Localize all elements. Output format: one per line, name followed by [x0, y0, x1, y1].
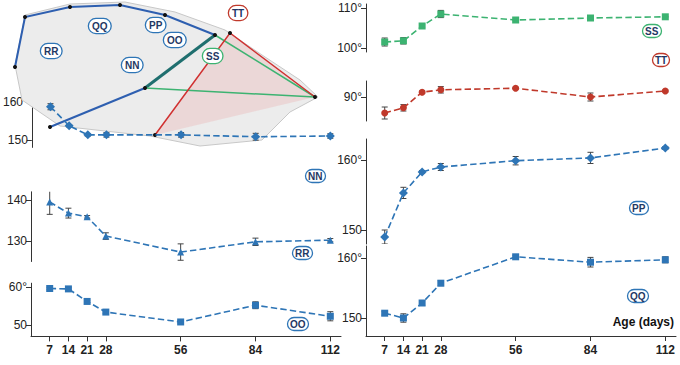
svg-text:150: 150 — [342, 311, 362, 325]
svg-text:112: 112 — [656, 343, 676, 357]
svg-text:RR: RR — [44, 46, 59, 57]
svg-text:21: 21 — [80, 343, 94, 357]
svg-text:160°: 160° — [337, 251, 362, 265]
svg-text:150: 150 — [342, 223, 362, 237]
svg-text:7: 7 — [46, 343, 53, 357]
svg-text:14: 14 — [397, 343, 411, 357]
svg-text:160°: 160° — [337, 153, 362, 167]
svg-text:NN: NN — [125, 60, 139, 71]
svg-text:TT: TT — [232, 8, 244, 19]
svg-text:150: 150 — [8, 133, 28, 147]
svg-text:OO: OO — [167, 35, 183, 46]
svg-text:Age (days): Age (days) — [613, 315, 674, 329]
svg-text:100°: 100° — [337, 41, 362, 55]
svg-text:84: 84 — [249, 343, 263, 357]
svg-text:60°: 60° — [9, 280, 27, 294]
svg-text:110°: 110° — [338, 1, 362, 15]
svg-text:21: 21 — [415, 343, 429, 357]
svg-text:130: 130 — [7, 234, 27, 248]
svg-text:14: 14 — [62, 343, 76, 357]
svg-text:PP: PP — [149, 20, 163, 31]
svg-text:QQ: QQ — [92, 21, 108, 32]
svg-text:50: 50 — [14, 318, 28, 332]
svg-text:SS: SS — [206, 51, 220, 62]
svg-text:56: 56 — [174, 343, 188, 357]
svg-text:28: 28 — [434, 343, 448, 357]
svg-text:SS: SS — [645, 26, 659, 37]
svg-text:7: 7 — [381, 343, 388, 357]
svg-text:140: 140 — [7, 193, 27, 207]
svg-text:QQ: QQ — [630, 291, 646, 302]
svg-text:RR: RR — [295, 248, 310, 259]
svg-text:90°: 90° — [344, 90, 362, 104]
svg-text:160°: 160° — [3, 94, 28, 109]
svg-text:NN: NN — [308, 171, 322, 182]
svg-text:84: 84 — [584, 343, 598, 357]
svg-text:56: 56 — [509, 343, 523, 357]
svg-text:112: 112 — [321, 343, 341, 357]
svg-text:PP: PP — [632, 203, 646, 214]
svg-text:OO: OO — [290, 319, 306, 330]
svg-text:TT: TT — [655, 55, 667, 66]
svg-text:28: 28 — [99, 343, 113, 357]
